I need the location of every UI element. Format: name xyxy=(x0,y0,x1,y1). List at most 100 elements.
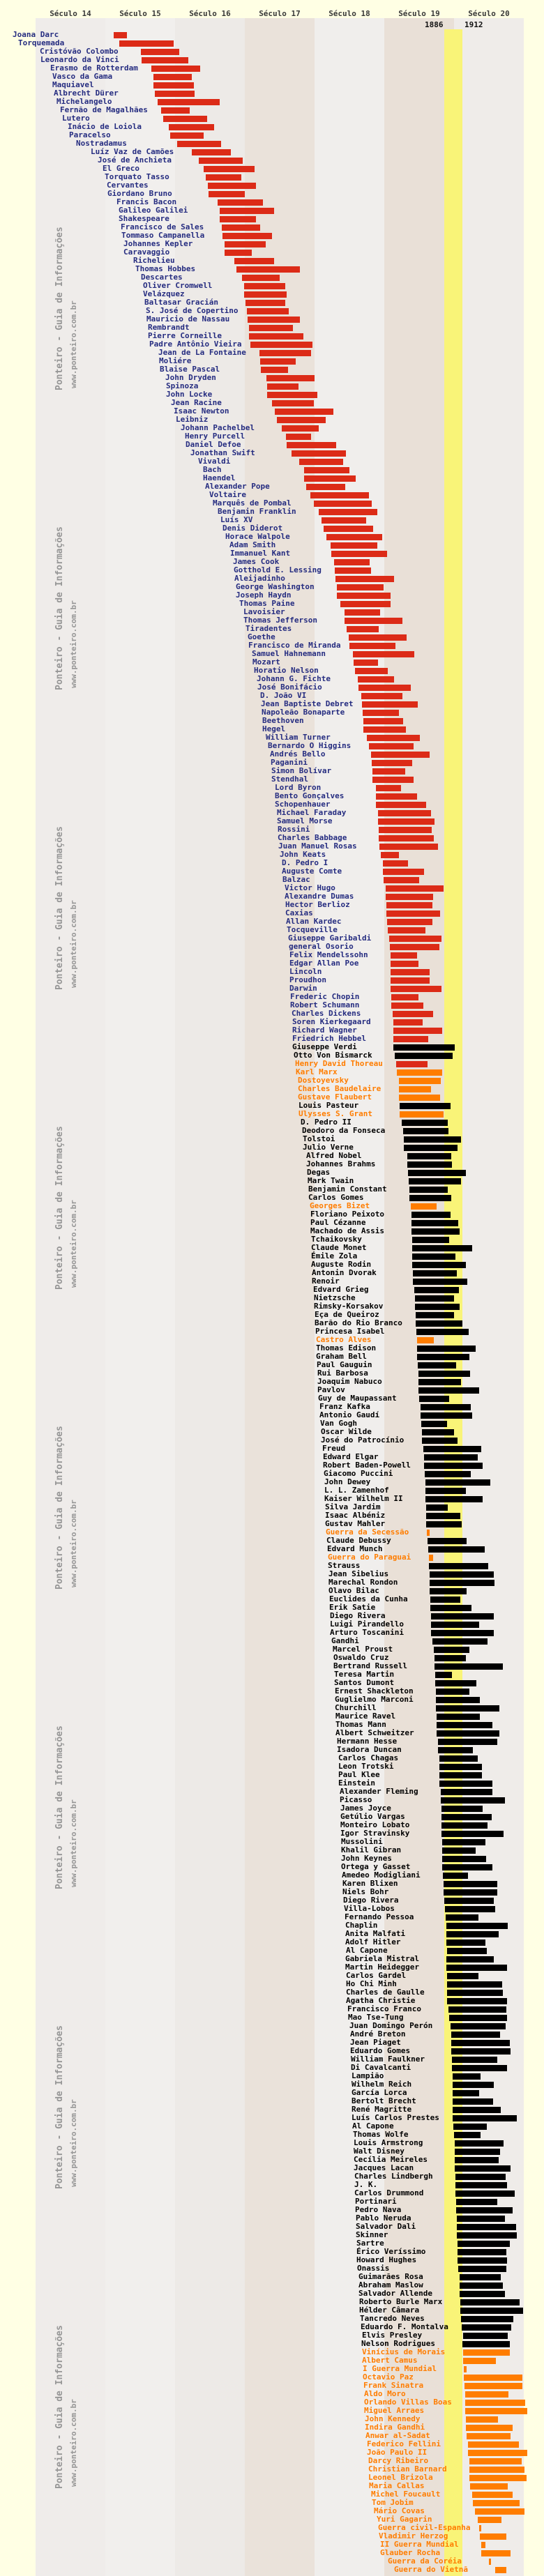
person-name: Giacomo Puccini xyxy=(324,1469,393,1478)
lifespan-bar xyxy=(395,1053,453,1059)
lifespan-bar xyxy=(439,1772,482,1778)
watermark-text: Ponteiro - Guia de Informações xyxy=(54,1426,65,1590)
person-row: André Breton xyxy=(0,2030,544,2038)
person-name: Tocqueville xyxy=(287,925,338,934)
person-name: Auguste Comte xyxy=(282,867,342,876)
person-row: Gustave Flaubert xyxy=(0,1093,544,1102)
person-row: Beethoven xyxy=(0,717,544,725)
lifespan-bar xyxy=(163,116,207,122)
person-name: Thomas Mann xyxy=(335,1720,386,1729)
person-name: Henry David Thoreau xyxy=(295,1059,383,1068)
person-name: Eduardo Gomes xyxy=(350,2046,411,2055)
person-name: Luigi Pirandello xyxy=(330,1619,404,1629)
lifespan-bar xyxy=(220,208,274,214)
war-marker xyxy=(427,1530,430,1536)
person-row: Jean Piaget xyxy=(0,2038,544,2047)
person-name: Erik Satie xyxy=(329,1603,376,1612)
lifespan-bar xyxy=(363,726,406,733)
lifespan-bar xyxy=(242,275,280,281)
person-row: L. L. Zamenhof xyxy=(0,1486,544,1495)
person-row: Robert Schumann xyxy=(0,1001,544,1009)
person-name: Robert Baden-Powell xyxy=(323,1461,411,1470)
lifespan-bar xyxy=(446,1939,485,1946)
person-name: Caxias xyxy=(285,908,313,917)
person-row: Skinner xyxy=(0,2231,544,2239)
lifespan-bar xyxy=(418,1379,461,1385)
person-row: Hélder Câmara xyxy=(0,2306,544,2315)
person-row: Galileo Galilei xyxy=(0,206,544,215)
lifespan-bar xyxy=(222,224,260,231)
person-row: Mário Covas xyxy=(0,2507,544,2515)
person-name: Moliére xyxy=(159,356,192,365)
person-name: Paul Gauguin xyxy=(317,1360,372,1369)
lifespan-bar xyxy=(411,1212,451,1218)
person-row: Yuri Gagarin xyxy=(0,2515,544,2524)
person-name: Giordano Bruno xyxy=(107,189,172,198)
person-row: Fernando Pessoa xyxy=(0,1913,544,1921)
person-row: Alexandre Dumas xyxy=(0,892,544,901)
person-row: Al Capone xyxy=(0,2122,544,2131)
person-name: Immanuel Kant xyxy=(230,549,291,558)
lifespan-bar xyxy=(367,735,420,741)
person-name: Hermann Hesse xyxy=(337,1737,398,1746)
person-name: Alexandre Dumas xyxy=(285,892,354,901)
lifespan-bar xyxy=(462,2324,511,2331)
person-name: Anwar al-Sadat xyxy=(365,2431,430,2440)
person-row: Rimsky-Korsakov xyxy=(0,1302,544,1311)
person-name: Johann G. Fichte xyxy=(257,674,331,683)
person-name: Horace Walpole xyxy=(225,532,290,541)
person-row: Baltasar Gracián xyxy=(0,298,544,307)
person-row: Francis Bacon xyxy=(0,198,544,206)
person-row: Hegel xyxy=(0,725,544,733)
lifespan-bar xyxy=(424,1454,478,1461)
person-name: Barão do Rio Branco xyxy=(315,1318,402,1327)
lifespan-bar xyxy=(378,818,435,825)
person-name: Miguel Arraes xyxy=(364,2406,425,2415)
person-name: Castro Alves xyxy=(316,1335,372,1344)
lifespan-bar xyxy=(234,258,274,264)
person-row: Tocqueville xyxy=(0,926,544,934)
lifespan-bar xyxy=(455,2174,506,2180)
person-row: Voltaire xyxy=(0,491,544,499)
person-row: Graham Bell xyxy=(0,1352,544,1361)
person-row: Alexander Fleming xyxy=(0,1788,544,1796)
person-name: José de Anchieta xyxy=(98,155,172,165)
person-name: Daniel Defoe xyxy=(186,440,241,449)
person-row: Leonardo da Vinci xyxy=(0,56,544,64)
war-name: Guerra do Vietnã xyxy=(394,2565,468,2574)
person-name: Jonathan Swift xyxy=(190,448,255,457)
war-marker xyxy=(479,2525,481,2531)
person-name: Abraham Maslow xyxy=(358,2280,423,2289)
person-row: Leibniz xyxy=(0,416,544,424)
person-name: Baltasar Gracián xyxy=(144,298,218,307)
lifespan-bar xyxy=(452,2057,497,2063)
lifespan-bar xyxy=(425,1479,490,1486)
person-name: Strauss xyxy=(328,1561,361,1570)
lifespan-bar xyxy=(418,1387,479,1394)
person-row: Octavio Paz xyxy=(0,2373,544,2381)
person-name: Gotthold E. Lessing xyxy=(234,565,322,574)
person-row: Shakespeare xyxy=(0,215,544,223)
person-name: Hélder Câmara xyxy=(359,2306,420,2315)
lifespan-bar xyxy=(306,484,345,490)
person-row: Degas xyxy=(0,1168,544,1177)
lifespan-bar xyxy=(437,1714,480,1720)
person-name: Yuri Gagarin xyxy=(377,2515,432,2524)
lifespan-bar xyxy=(458,2241,510,2247)
lifespan-bar xyxy=(453,2115,517,2121)
person-row: Padre Antônio Vieira xyxy=(0,340,544,349)
lifespan-bar xyxy=(393,1011,433,1017)
person-name: John Keats xyxy=(280,850,326,859)
person-name: Caravaggio xyxy=(123,247,170,257)
person-name: William Faulkner xyxy=(351,2055,425,2064)
person-name: Portinari xyxy=(355,2197,397,2206)
person-row: Bernardo O Higgins xyxy=(0,742,544,750)
person-row: Soren Kierkegaard xyxy=(0,1018,544,1026)
person-name: Isadora Duncan xyxy=(337,1745,402,1754)
person-name: Tancredo Neves xyxy=(360,2314,425,2323)
lifespan-bar xyxy=(399,1078,441,1084)
lifespan-bar xyxy=(463,2349,510,2356)
lifespan-bar xyxy=(412,1237,449,1243)
person-row: Franz Kafka xyxy=(0,1403,544,1411)
person-name: Schopenhauer xyxy=(275,800,331,809)
